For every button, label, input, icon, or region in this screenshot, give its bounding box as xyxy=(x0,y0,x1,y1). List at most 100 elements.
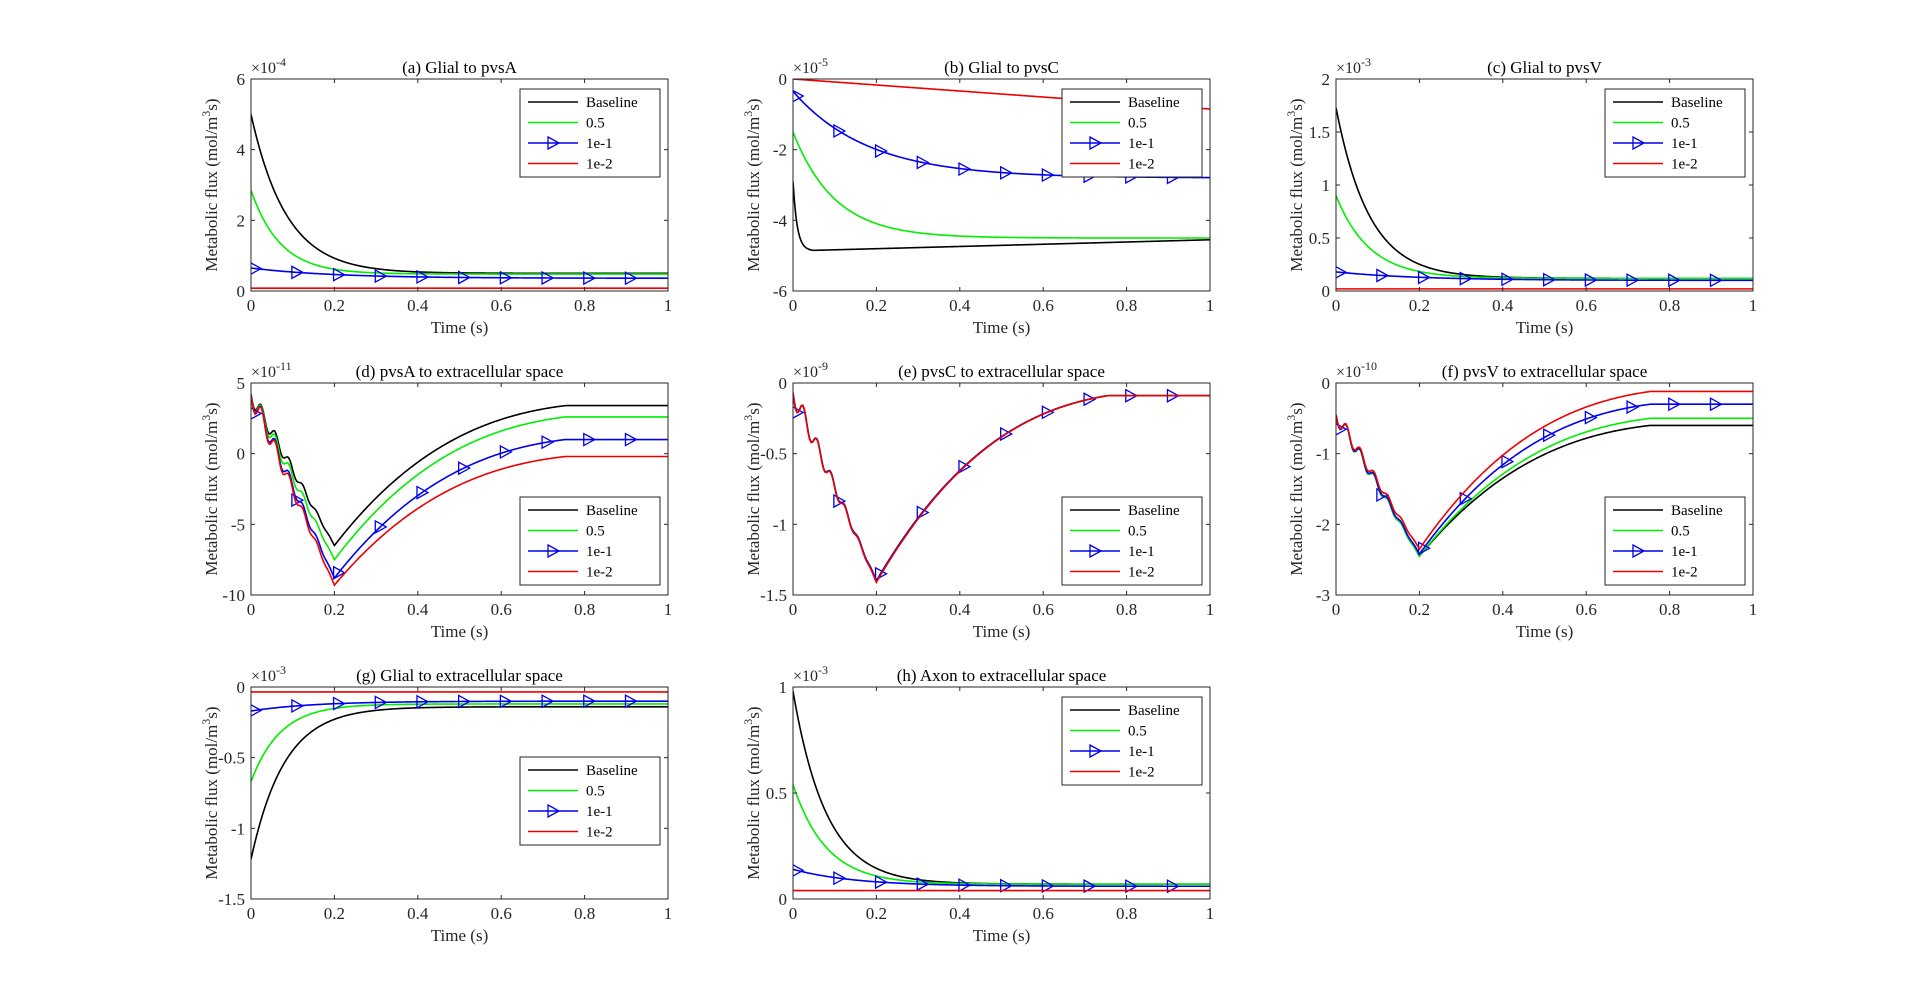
x-tick-label: 0.2 xyxy=(324,904,345,923)
y-tick-label: -6 xyxy=(773,282,787,301)
legend-label: 0.5 xyxy=(1128,524,1147,540)
legend-label: 1e-2 xyxy=(1128,765,1155,781)
subplot-c: 0 0.2 0.4 0.6 0.8 1 0 0.5 1 1.5 2 ×10-3 (c) Glial to… xyxy=(1284,55,1757,337)
series-line-1e-1 xyxy=(1336,271,1753,282)
legend-label: 0.5 xyxy=(586,524,605,540)
legend: Baseline 0.5 1e-1 1e-2 xyxy=(1604,496,1746,586)
series-marker-1e-1 xyxy=(541,435,555,450)
series-marker-1e-1 xyxy=(374,519,388,535)
y-tick-label: -1.5 xyxy=(760,586,787,605)
series-line-0.5 xyxy=(251,703,668,782)
legend-label: 1e-1 xyxy=(586,544,613,560)
series-marker-1e-1 xyxy=(416,485,430,500)
y-tick-label: 0 xyxy=(1322,374,1331,393)
series-marker-1e-1 xyxy=(1501,454,1515,469)
x-tick-label: 0.8 xyxy=(1659,296,1680,315)
legend-label: Baseline xyxy=(1671,95,1723,111)
subplot-d: 0 0.2 0.4 0.6 0.8 1 -10 -5 0 5 ×10-11 (d) pvsA to e… xyxy=(199,359,672,641)
axis-exponent: ×10-10 xyxy=(1336,359,1377,381)
y-axis-label: Metabolic flux (mol/m3s) xyxy=(741,98,763,271)
x-tick-label: 0 xyxy=(789,296,798,315)
series-marker-1e-1 xyxy=(916,877,930,892)
series-marker-1e-1 xyxy=(1000,165,1014,180)
y-tick-label: 0.5 xyxy=(1309,229,1330,248)
y-tick-label: -4 xyxy=(773,211,788,230)
series-line-0.5 xyxy=(251,190,668,275)
x-axis-label: Time (s) xyxy=(431,622,488,641)
series-marker-1e-1 xyxy=(916,155,930,170)
x-tick-label: 0.8 xyxy=(574,904,595,923)
series-marker-1e-1 xyxy=(1584,410,1598,425)
legend-box xyxy=(1061,696,1203,786)
legend-label: 1e-2 xyxy=(586,157,613,173)
series-line-0.5 xyxy=(793,131,1210,239)
legend-label: 1e-2 xyxy=(1128,565,1155,581)
series-marker-1e-1 xyxy=(1584,272,1598,288)
y-tick-label: -0.5 xyxy=(760,445,787,464)
axes-box xyxy=(792,382,1211,596)
x-tick-label: 0 xyxy=(247,600,256,619)
series-marker-1e-1 xyxy=(291,492,305,508)
series-marker-1e-1 xyxy=(624,432,638,447)
subplot-title: (c) Glial to pvsV xyxy=(1487,58,1602,77)
x-tick-label: 1 xyxy=(1206,600,1215,619)
y-axis-label: Metabolic flux (mol/m3s) xyxy=(1284,402,1306,575)
series-marker-1e-1 xyxy=(874,566,888,581)
legend-label: Baseline xyxy=(586,95,638,111)
y-tick-label: 1 xyxy=(779,678,788,697)
x-axis-label: Time (s) xyxy=(973,622,1030,641)
legend-label: 1e-2 xyxy=(1671,565,1698,581)
series-marker-1e-1 xyxy=(793,89,805,103)
series-marker-1e-1 xyxy=(583,694,597,709)
series-marker-1e-1 xyxy=(374,269,388,284)
y-tick-label: -10 xyxy=(222,586,245,605)
x-tick-label: 1 xyxy=(1206,296,1215,315)
series-marker-1e-1 xyxy=(291,265,305,280)
x-tick-label: 0.8 xyxy=(1116,904,1137,923)
legend-label: 0.5 xyxy=(1671,524,1690,540)
legend: Baseline 0.5 1e-1 1e-2 xyxy=(519,756,661,846)
legend: Baseline 0.5 1e-1 1e-2 xyxy=(519,496,661,586)
subplot-g: 0 0.2 0.4 0.6 0.8 1 -1.5 -1 -0.5 0 ×10-3 (g) Glial … xyxy=(199,663,672,945)
x-tick-label: 0 xyxy=(247,296,256,315)
series-marker-1e-1 xyxy=(1459,271,1473,286)
legend: Baseline 0.5 1e-1 1e-2 xyxy=(1604,88,1746,178)
series-marker-1e-1 xyxy=(958,161,972,177)
x-tick-label: 0.2 xyxy=(1409,296,1430,315)
legend-label: Baseline xyxy=(1128,703,1180,719)
y-tick-label: -0.5 xyxy=(218,749,245,768)
series-marker-1e-1 xyxy=(874,143,888,159)
legend-marker xyxy=(1632,543,1646,559)
x-tick-label: 0.6 xyxy=(491,904,512,923)
x-tick-label: 0.2 xyxy=(866,600,887,619)
series-lines xyxy=(251,394,668,587)
subplot-e: 0 0.2 0.4 0.6 0.8 1 -1.5 -1 -0.5 0 ×10-9 (e) pvsC t… xyxy=(741,359,1214,641)
y-tick-label: 0 xyxy=(779,374,788,393)
x-tick-label: 1 xyxy=(1749,296,1758,315)
y-tick-label: -1 xyxy=(231,819,245,838)
y-tick-label: 1.5 xyxy=(1309,123,1330,142)
axis-exponent: ×10-3 xyxy=(793,663,828,685)
subplot-title: (b) Glial to pvsC xyxy=(944,58,1059,77)
series-marker-1e-1 xyxy=(874,875,888,890)
y-axis-label: Metabolic flux (mol/m3s) xyxy=(1284,98,1306,271)
legend-label: Baseline xyxy=(1128,503,1180,519)
y-tick-label: 0 xyxy=(237,678,246,697)
y-axis-label: Metabolic flux (mol/m3s) xyxy=(199,98,221,271)
legend-marker xyxy=(547,135,561,151)
y-tick-label: -2 xyxy=(1316,515,1330,534)
legend-label: Baseline xyxy=(1128,95,1180,111)
series-marker-1e-1 xyxy=(458,461,472,476)
x-tick-label: 0.2 xyxy=(1409,600,1430,619)
legend-label: Baseline xyxy=(1671,503,1723,519)
legend-label: 1e-2 xyxy=(586,565,613,581)
x-tick-label: 0.8 xyxy=(1116,600,1137,619)
y-tick-label: -1.5 xyxy=(218,890,245,909)
x-tick-label: 0.4 xyxy=(407,904,429,923)
y-tick-label: 1 xyxy=(1322,176,1331,195)
series-marker-1e-1 xyxy=(499,270,513,285)
legend-label: 1e-1 xyxy=(1128,544,1155,560)
x-tick-label: 0.4 xyxy=(949,296,971,315)
series-marker-1e-1 xyxy=(1668,273,1682,288)
x-tick-label: 1 xyxy=(1206,904,1215,923)
